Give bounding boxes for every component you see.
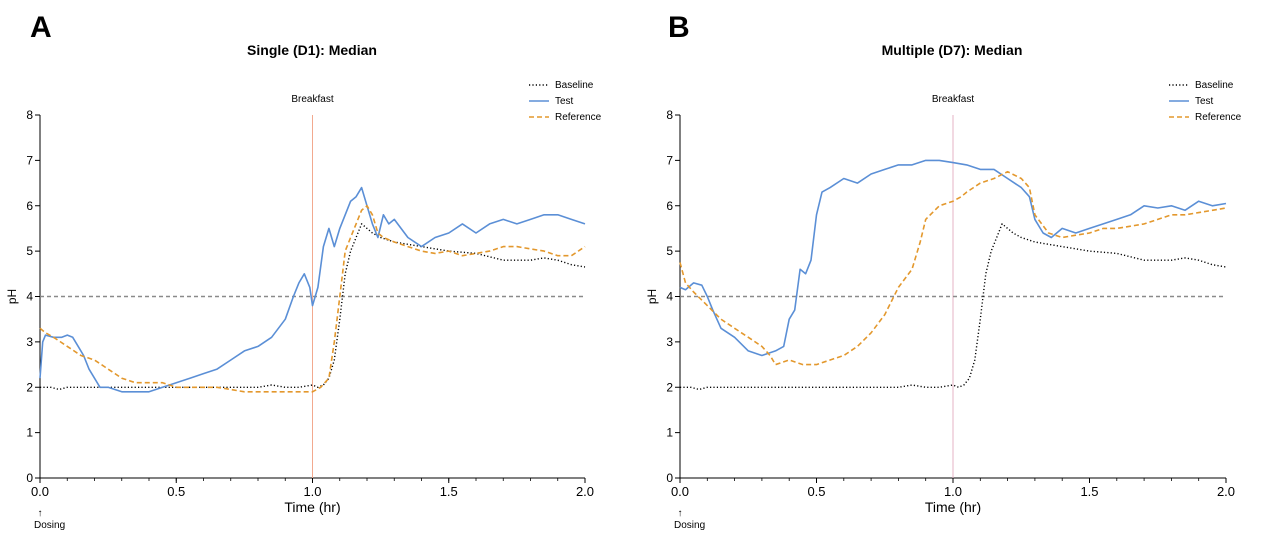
breakfast-label: Breakfast [291,94,333,105]
y-tick-label: 8 [26,108,33,122]
panel-b: B Multiple (D7): Median 0 1 2 3 4 5 6 7 8 0.0 0.5 1… [645,11,1242,531]
y-tick-label: 5 [666,244,673,258]
y-tick-label: 3 [666,335,673,349]
x-tick-label: 1.0 [944,484,962,499]
chart-title: Multiple (D7): Median [882,42,1023,58]
legend-label: Test [1195,96,1214,107]
y-tick-label: 6 [666,199,673,213]
x-tick-label: 1.0 [303,484,321,499]
x-axis-label: Time (hr) [925,499,981,515]
breakfast-label: Breakfast [932,94,974,105]
series-line-test [39,186,586,393]
y-tick-label: 4 [666,290,673,304]
dosing-label: Dosing [674,520,705,531]
legend-label: Reference [555,112,602,123]
y-tick-label: 3 [26,335,33,349]
legend-label: Reference [1195,112,1242,123]
y-tick-label: 1 [26,426,33,440]
x-tick-label: 1.5 [440,484,458,499]
x-tick-label: 1.5 [1080,484,1098,499]
series-line-reference [679,170,1227,366]
y-axis-label: pH [645,289,659,304]
y-tick-label: 8 [666,108,673,122]
panel-a: A Single (D1): Median 0 1 2 3 4 5 6 7 8 0.0 0.5 1.0… [5,11,602,531]
y-tick-label: 0 [666,471,673,485]
y-tick-label: 4 [26,290,33,304]
plot-area: 0 1 2 3 4 5 6 7 8 0.0 0.5 1.0 1.5 2.0 Time (hr) pH ↑Dosi… [645,80,1242,531]
y-tick-label: 6 [26,199,33,213]
x-tick-label: 0.5 [807,484,825,499]
x-tick-label: 0.0 [671,484,689,499]
panel-label: A [30,11,52,44]
series-line-reference [39,205,586,393]
series-line-test [679,159,1227,357]
legend-label: Baseline [1195,80,1234,91]
y-tick-label: 7 [26,153,33,167]
x-tick-label: 0.5 [167,484,185,499]
legend-label: Test [555,96,574,107]
x-tick-label: 2.0 [576,484,594,499]
y-tick-label: 0 [26,471,33,485]
y-tick-label: 2 [26,380,33,394]
panel-label: B [668,11,690,44]
chart-title: Single (D1): Median [247,42,377,58]
y-tick-label: 7 [666,153,673,167]
legend-label: Baseline [555,80,594,91]
plot-area: 0 1 2 3 4 5 6 7 8 0.0 0.5 1.0 1.5 2.0 Time (hr) pH ↑Dosi… [5,80,602,531]
x-axis-label: Time (hr) [284,499,340,515]
dosing-arrow: ↑ [38,508,43,519]
series-line-baseline [40,223,586,391]
y-tick-label: 5 [26,244,33,258]
y-tick-label: 2 [666,380,673,394]
series-line-baseline [680,223,1227,391]
y-tick-label: 1 [666,426,673,440]
x-tick-label: 0.0 [31,484,49,499]
dosing-arrow: ↑ [678,508,683,519]
dosing-label: Dosing [34,520,65,531]
y-axis-label: pH [5,289,19,304]
x-tick-label: 2.0 [1217,484,1235,499]
